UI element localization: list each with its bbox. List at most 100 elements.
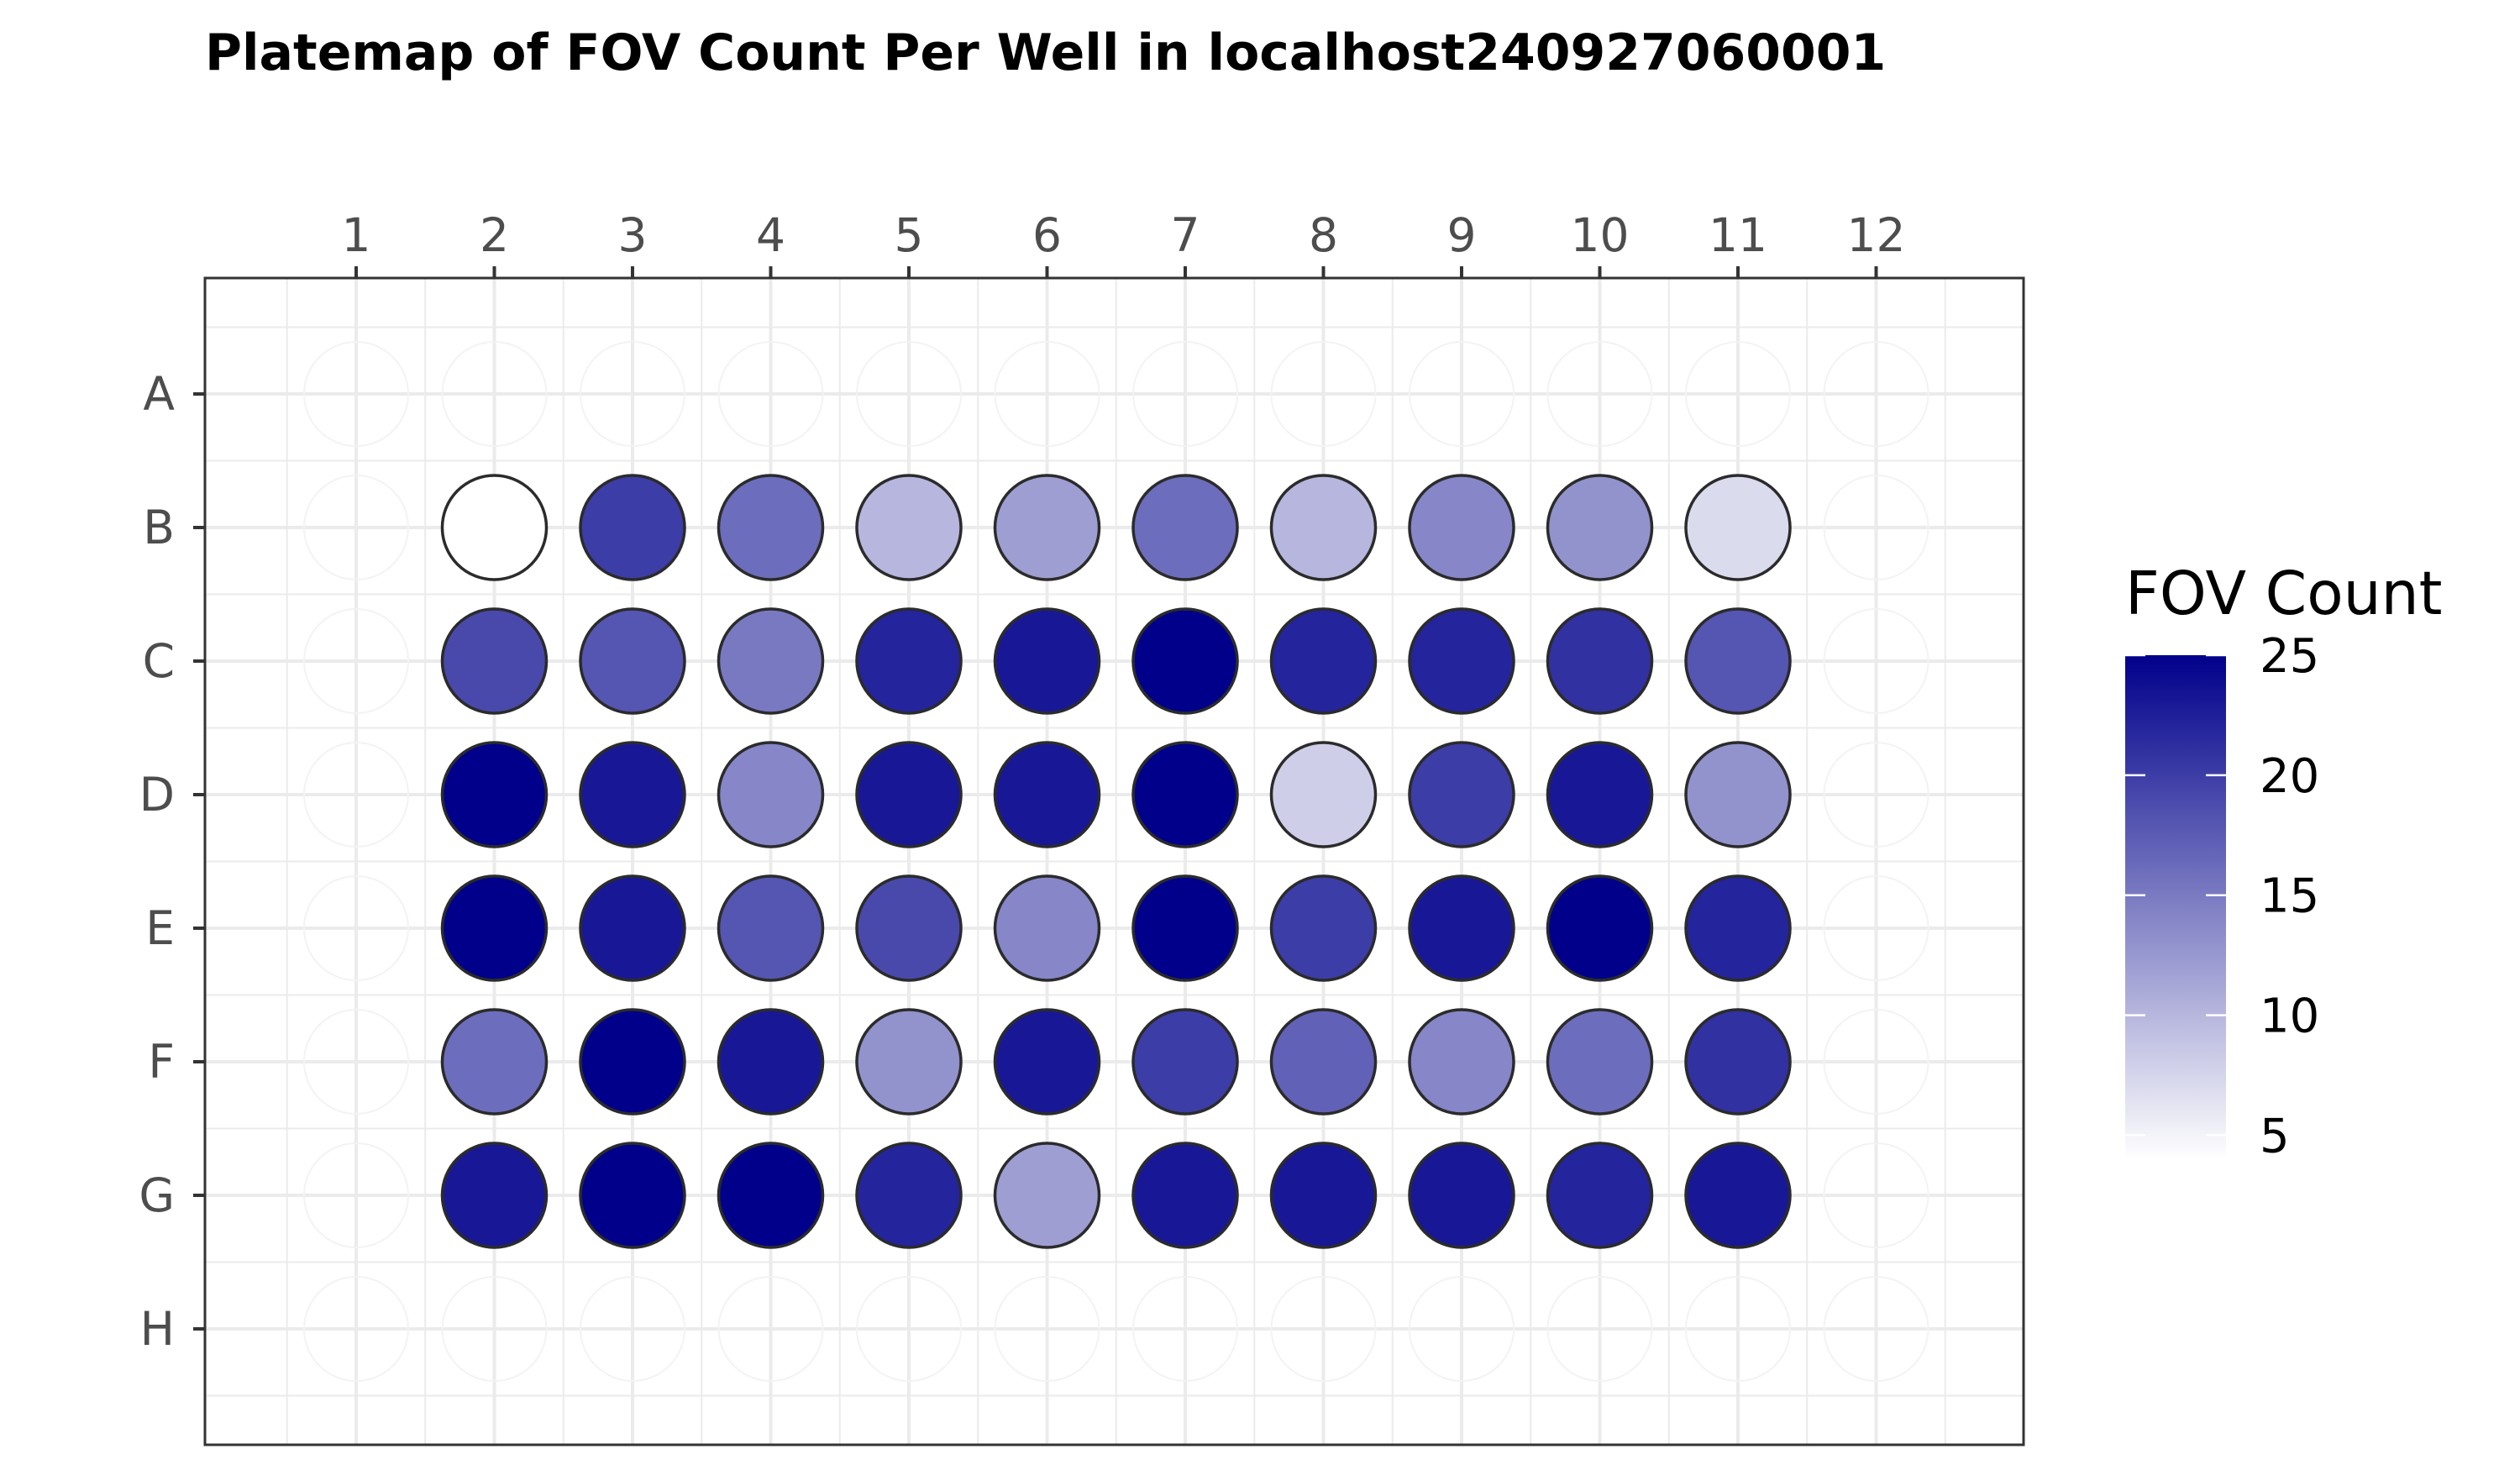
well-B7 [1131,474,1239,581]
grid-minor-lines [205,278,2024,1445]
well-B10 [1546,474,1654,581]
y-tick-label: A [143,367,175,421]
empty-well-H9 [1409,1276,1515,1382]
empty-well-G1 [303,1142,409,1248]
y-tick-label: C [143,634,175,688]
well-G7 [1131,1142,1239,1249]
well-D8 [1269,741,1378,848]
empty-well-A3 [580,341,685,447]
empty-well-B12 [1823,475,1929,580]
well-F4 [717,1008,825,1116]
well-D10 [1546,741,1654,848]
empty-well-D1 [303,742,409,848]
well-B8 [1269,474,1378,581]
empty-well-H1 [303,1276,409,1382]
legend-tick-label: 25 [2260,629,2319,684]
well-B6 [993,474,1101,581]
empty-well-H11 [1685,1276,1791,1382]
x-tick-label: 6 [1032,208,1062,262]
y-tick-label: F [148,1035,175,1089]
empty-well-A7 [1132,341,1238,447]
y-axis-left: A B C D E F G H [139,367,205,1356]
y-tick-label: D [139,768,175,822]
empty-well-E1 [303,875,409,981]
y-tick-label: B [143,501,175,554]
well-E3 [579,874,686,982]
well-G4 [717,1142,825,1249]
legend-title: FOV Count [2125,559,2442,628]
well-C8 [1269,607,1378,715]
well-B5 [855,474,963,581]
well-C5 [855,607,963,715]
empty-well-A10 [1546,341,1653,447]
x-axis-top: 1 2 3 4 5 6 7 8 9 10 11 12 [342,208,1906,278]
legend-tick-label: 15 [2260,869,2319,924]
well-C4 [717,607,825,715]
well-E11 [1684,874,1792,982]
panel-border [203,276,2025,1446]
well-E2 [440,874,549,982]
well-G6 [993,1142,1101,1249]
well-D7 [1131,741,1239,848]
x-tick-label: 8 [1309,208,1338,262]
well-G10 [1546,1142,1654,1249]
well-F7 [1131,1008,1239,1116]
chart-title: Platemap of FOV Count Per Well in localh… [205,24,1886,82]
filled-wells [440,474,1792,1249]
x-tick-label: 9 [1447,208,1477,262]
plot-panel [203,276,2025,1446]
well-D6 [993,741,1101,848]
legend-colorbar [2125,655,2226,1159]
well-G11 [1684,1142,1792,1249]
empty-well-A2 [441,341,548,447]
empty-well-D12 [1823,742,1929,848]
well-C7 [1131,607,1239,715]
empty-well-A9 [1409,341,1515,447]
empty-well-H3 [580,1276,685,1382]
well-F6 [993,1008,1101,1116]
x-tick-label: 1 [342,208,371,262]
empty-well-H6 [994,1276,1100,1382]
x-tick-label: 11 [1709,208,1767,262]
x-tick-label: 4 [756,208,785,262]
well-F8 [1269,1008,1378,1116]
empty-well-B1 [303,475,409,580]
y-tick-label: G [139,1168,175,1222]
y-tick-label: E [145,901,175,955]
well-C11 [1684,607,1792,715]
empty-well-H2 [441,1276,548,1382]
empty-well-E12 [1823,875,1929,981]
well-F11 [1684,1008,1792,1116]
legend-ticks: 5 10 15 20 25 [2125,629,2319,1163]
well-F5 [855,1008,963,1116]
empty-well-H10 [1546,1276,1653,1382]
well-E6 [993,874,1101,982]
well-C9 [1408,607,1515,715]
well-C10 [1546,607,1654,715]
legend-tick-label: 5 [2260,1109,2290,1163]
empty-well-C12 [1823,608,1929,714]
x-tick-label: 10 [1571,208,1630,262]
empty-well-A11 [1685,341,1791,447]
y-tick-label: H [140,1302,175,1356]
legend-tick-label: 20 [2260,749,2319,804]
well-B3 [579,474,686,581]
well-B2 [440,474,549,581]
well-D5 [855,741,963,848]
well-D11 [1684,741,1792,848]
well-F9 [1408,1008,1515,1116]
x-tick-label: 12 [1847,208,1906,262]
well-C6 [993,607,1101,715]
empty-well-H8 [1270,1276,1377,1382]
legend-tick-label: 10 [2260,990,2319,1044]
well-E7 [1131,874,1239,982]
well-D2 [440,741,549,848]
empty-well-A6 [994,341,1100,447]
empty-well-A8 [1270,341,1377,447]
x-tick-label: 3 [618,208,648,262]
well-F3 [579,1008,686,1116]
empty-well-H12 [1823,1276,1929,1382]
well-E9 [1408,874,1515,982]
well-E8 [1269,874,1378,982]
